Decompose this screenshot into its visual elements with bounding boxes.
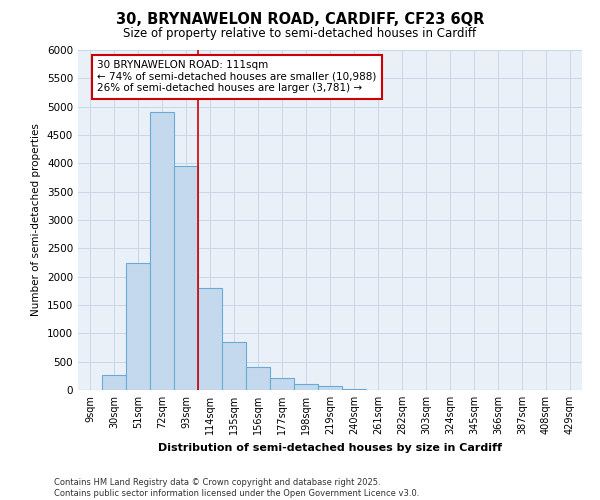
Text: 30, BRYNAWELON ROAD, CARDIFF, CF23 6QR: 30, BRYNAWELON ROAD, CARDIFF, CF23 6QR [116, 12, 484, 28]
Bar [342, 389, 366, 390]
Text: 30 BRYNAWELON ROAD: 111sqm
← 74% of semi-detached houses are smaller (10,988)
26: 30 BRYNAWELON ROAD: 111sqm ← 74% of semi… [97, 60, 377, 94]
Bar [294, 384, 318, 390]
Bar [222, 342, 246, 390]
Bar [270, 378, 294, 390]
Bar [126, 262, 150, 390]
Bar [102, 374, 126, 390]
X-axis label: Distribution of semi-detached houses by size in Cardiff: Distribution of semi-detached houses by … [158, 442, 502, 452]
Text: Contains HM Land Registry data © Crown copyright and database right 2025.
Contai: Contains HM Land Registry data © Crown c… [54, 478, 419, 498]
Bar [174, 166, 198, 390]
Y-axis label: Number of semi-detached properties: Number of semi-detached properties [31, 124, 41, 316]
Bar [318, 386, 342, 390]
Text: Size of property relative to semi-detached houses in Cardiff: Size of property relative to semi-detach… [124, 28, 476, 40]
Bar [198, 288, 222, 390]
Bar [246, 368, 270, 390]
Bar [150, 112, 174, 390]
